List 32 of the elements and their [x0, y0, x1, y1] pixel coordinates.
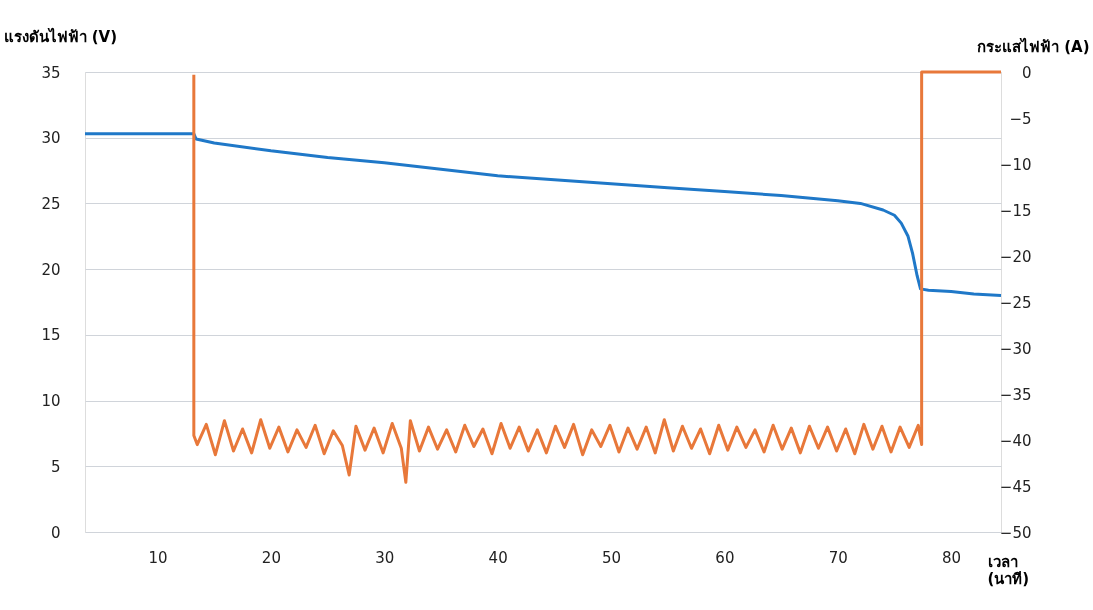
y2-tick-label: −10	[999, 155, 1032, 174]
y-tick-label: 30	[41, 129, 61, 148]
x-tick-label: 70	[828, 548, 848, 567]
x-tick-label: 50	[601, 548, 622, 567]
y-axis-title: แรงดันไฟฟ้า (V)	[3, 26, 118, 46]
x-tick-label: 60	[715, 548, 735, 567]
y2-axis-title: กระแสไฟฟ้า (A)	[976, 36, 1090, 56]
y-tick-label: 10	[41, 392, 61, 411]
y2-tick-label: −50	[999, 523, 1032, 542]
x-tick-label: 10	[148, 548, 168, 567]
x-tick-label: 80	[942, 548, 962, 567]
y-tick-label: 25	[41, 194, 61, 213]
y-tick-label: 20	[41, 260, 61, 279]
y-tick-label: 5	[50, 457, 61, 476]
x-tick-label: 30	[375, 548, 395, 567]
x-tick-label: 20	[261, 548, 281, 567]
y-tick-label: 35	[41, 63, 61, 82]
line-series	[192, 70, 1003, 484]
x-tick-label: 40	[488, 548, 508, 567]
y2-tick-label: 0	[1021, 63, 1032, 82]
x-axis-title: เวลา (นาที)	[987, 552, 1030, 588]
y2-tick-label: −20	[999, 247, 1032, 266]
y2-tick-label: −35	[999, 385, 1032, 404]
y-tick-label: 0	[50, 523, 61, 542]
line-series	[83, 132, 1003, 297]
y2-tick-label: −5	[1009, 109, 1032, 128]
y-tick-label: 15	[41, 326, 61, 345]
y2-tick-label: −30	[999, 339, 1032, 358]
y2-tick-label: −45	[999, 477, 1032, 496]
y2-tick-label: −25	[999, 293, 1032, 312]
y2-tick-label: −15	[999, 201, 1032, 220]
y2-tick-label: −40	[999, 431, 1032, 450]
